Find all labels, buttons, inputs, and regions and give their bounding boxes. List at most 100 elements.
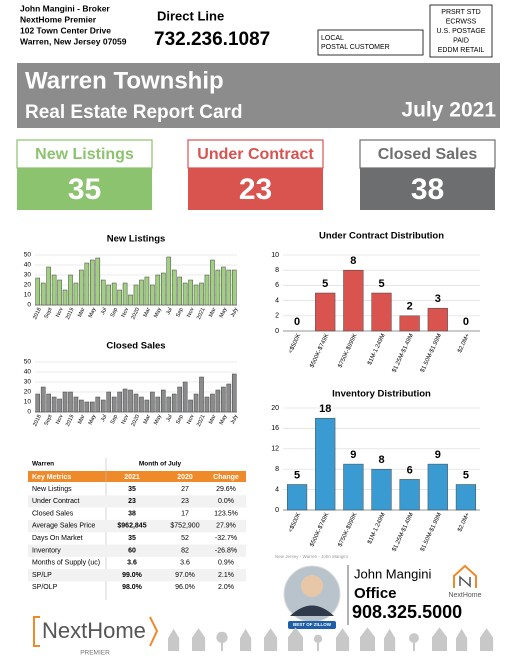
- bar: [106, 284, 111, 306]
- y-tick-label: 6: [275, 282, 279, 289]
- y-tick-label: 10: [24, 292, 32, 299]
- bar: [210, 259, 215, 306]
- bar: [231, 373, 237, 413]
- table-row-bg: [28, 569, 246, 582]
- footer-brand: NextHome: [42, 618, 146, 643]
- bar: [62, 289, 68, 306]
- bar: [139, 279, 144, 306]
- house-icon: [432, 627, 448, 651]
- bar: [182, 381, 188, 413]
- table-cell: 52: [181, 535, 189, 542]
- data-label: 0: [463, 316, 469, 328]
- table-cell: 82: [181, 547, 189, 554]
- bar: [182, 282, 188, 306]
- bar: [171, 269, 177, 306]
- x-tick-label: $500K-$749K: [310, 512, 331, 548]
- tree-icon: [313, 634, 323, 643]
- bar: [84, 401, 90, 413]
- bar: [90, 401, 95, 413]
- agent-badge: BEST OF ZILLOW: [293, 622, 332, 627]
- table-cell: 0.0%: [218, 498, 234, 505]
- y-tick-label: 0: [275, 328, 279, 335]
- x-tick-label: $1.25M-$1.49M: [392, 512, 415, 553]
- data-label: 6: [407, 464, 413, 476]
- chart-title: Inventory Distribution: [332, 389, 431, 400]
- table-title: Warren: [32, 461, 54, 468]
- x-tick-label: Mar: [143, 307, 153, 318]
- agent-office: Office: [354, 585, 397, 602]
- bar: [199, 376, 204, 413]
- table-cell: 35: [128, 535, 136, 542]
- bar: [46, 266, 51, 306]
- table-cell: 96.0%: [175, 584, 195, 591]
- logo-bracket-left: [33, 616, 40, 647]
- bar: [106, 391, 111, 413]
- x-tick-label: May: [219, 307, 229, 319]
- x-tick-label: 2018: [32, 414, 43, 428]
- bar: [100, 399, 106, 413]
- bar: [231, 269, 237, 306]
- chart-title: New Listings: [107, 234, 166, 245]
- bar: [315, 417, 336, 511]
- x-tick-label: Nov: [55, 414, 65, 426]
- bar: [111, 282, 117, 306]
- bar: [199, 282, 204, 306]
- table-cell: 35: [128, 486, 136, 493]
- y-tick-label: 0: [27, 302, 31, 309]
- x-tick-label: Sept: [44, 414, 54, 427]
- x-tick-label: Jul: [100, 307, 108, 316]
- y-tick-label: 8: [275, 267, 279, 274]
- bar: [221, 386, 226, 413]
- mail-box: [317, 29, 424, 56]
- x-tick-label: $2.0M+: [457, 333, 471, 354]
- banner-subtitle: Real Estate Report Card: [25, 102, 243, 123]
- table-cell: 60: [128, 547, 136, 554]
- house-icon: [384, 628, 396, 651]
- bar: [35, 277, 41, 306]
- badge-bg: [288, 621, 336, 629]
- bar: [57, 398, 62, 413]
- y-tick-label: 2: [275, 313, 279, 320]
- data-label: 8: [378, 454, 384, 466]
- data-label: 5: [294, 469, 300, 481]
- x-tick-label: May: [88, 307, 98, 319]
- house-icon: [456, 628, 468, 651]
- house-icon: [240, 628, 252, 651]
- bar: [193, 284, 199, 306]
- bar: [95, 257, 101, 306]
- x-tick-label: May: [219, 414, 229, 426]
- bar: [166, 256, 172, 306]
- x-tick-label: $1.50M-$1.99M: [420, 512, 443, 553]
- bar: [204, 274, 210, 306]
- bar: [188, 399, 193, 413]
- postage-line: ECRWSS: [446, 18, 477, 25]
- bar: [221, 266, 226, 306]
- banner-period: July 2021: [401, 99, 496, 122]
- x-tick-label: 2021: [196, 414, 207, 428]
- bar: [399, 315, 420, 332]
- chart-title: Closed Sales: [106, 341, 165, 352]
- bar: [122, 388, 128, 413]
- stat-label-box: [187, 139, 324, 169]
- table-header-bg: [28, 471, 246, 482]
- table-cell: 3.6: [127, 560, 137, 567]
- bar: [40, 282, 46, 306]
- stat-value-box: [360, 168, 495, 210]
- bar: [343, 269, 364, 332]
- y-tick-label: 10: [271, 252, 279, 259]
- bar: [40, 386, 46, 413]
- x-tick-label: Sep: [110, 414, 120, 425]
- bar: [73, 396, 79, 413]
- table-cell: 0.9%: [218, 560, 234, 567]
- bar: [193, 393, 199, 413]
- bar: [51, 396, 57, 413]
- x-tick-label: Mar: [77, 414, 87, 425]
- bar: [150, 391, 155, 413]
- stat-value-box: [188, 168, 323, 210]
- direct-line: 732.236.1087: [154, 29, 270, 50]
- table-cell: New Listings: [32, 486, 72, 493]
- brand-n: [459, 575, 471, 588]
- x-tick-label: Jul: [165, 307, 173, 316]
